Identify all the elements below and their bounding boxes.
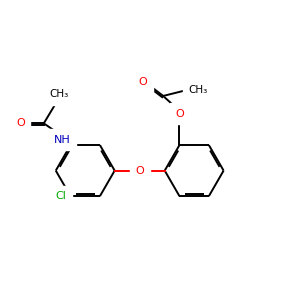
Text: O: O [16,118,25,128]
Text: O: O [139,77,148,87]
Text: O: O [175,109,184,118]
Text: CH₃: CH₃ [188,85,208,95]
Text: NH: NH [54,135,70,145]
Text: Cl: Cl [56,191,67,201]
Text: CH₃: CH₃ [49,89,68,100]
Text: O: O [135,166,144,176]
